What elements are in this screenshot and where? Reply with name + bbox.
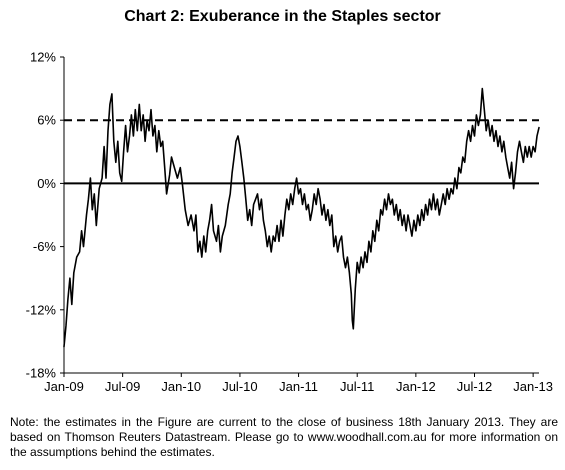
footnote: Note: the estimates in the Figure are cu…: [10, 415, 558, 459]
y-tick-label: -18%: [26, 366, 57, 381]
x-tick-label: Jan-13: [513, 379, 553, 394]
y-tick-label: 6%: [37, 113, 56, 128]
y-tick-label: 0%: [37, 176, 56, 191]
x-tick-labels: Jan-09 Jul-09 Jan-10 Jul-10 Jan-11 Jul-11 Jan-…: [44, 379, 553, 394]
x-tick-label: Jan-11: [279, 379, 318, 394]
x-tick-label: Jul-11: [340, 379, 374, 394]
x-tick-label: Jan-10: [161, 379, 201, 394]
reference-lines: [64, 119, 539, 185]
y-tick-label: -12%: [26, 302, 57, 317]
y-tick-label: -6%: [33, 239, 57, 254]
x-tick-label: Jan-09: [44, 379, 84, 394]
x-tick-label: Jul-09: [105, 379, 140, 394]
series-line: [63, 87, 540, 348]
x-tick-label: Jul-10: [222, 379, 257, 394]
y-tick-label: 12%: [30, 50, 56, 65]
axes: [60, 56, 539, 377]
x-tick-label: Jul-12: [457, 379, 492, 394]
y-tick-labels: 12% 6% 0% -6% -12% -18%: [26, 50, 57, 381]
chart-title: Chart 2: Exuberance in the Staples secto…: [124, 8, 441, 25]
series: [63, 87, 540, 348]
x-tick-label: Jan-12: [396, 379, 436, 394]
